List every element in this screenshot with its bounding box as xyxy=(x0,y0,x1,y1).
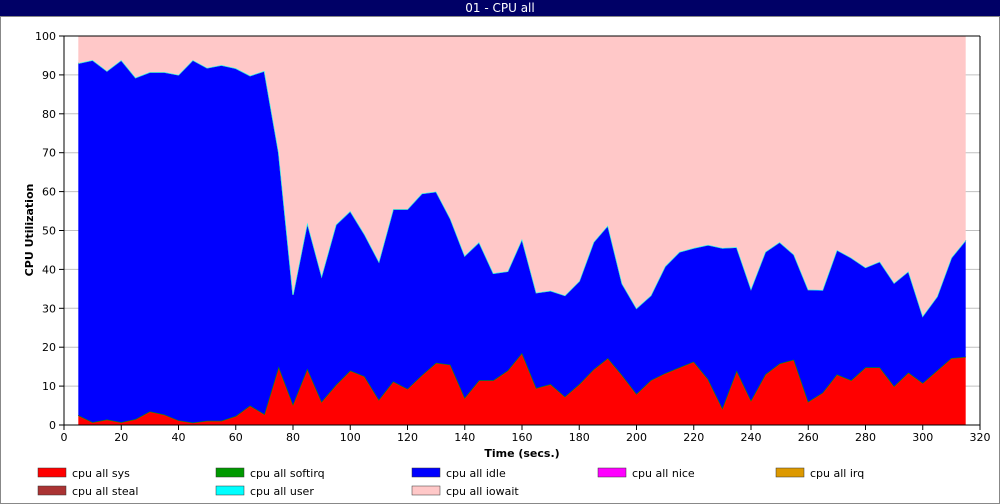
y-tick-label: 0 xyxy=(49,419,56,432)
y-tick-label: 100 xyxy=(35,30,56,43)
x-axis-label: Time (secs.) xyxy=(484,447,559,460)
x-tick-label: 20 xyxy=(114,431,128,444)
x-tick-label: 80 xyxy=(286,431,300,444)
legend-item: cpu all sys xyxy=(37,467,130,480)
x-tick-label: 160 xyxy=(512,431,533,444)
legend-item: cpu all nice xyxy=(597,467,695,480)
chart-title: 01 - CPU all xyxy=(465,1,535,15)
area-cpu-all-sys xyxy=(78,353,966,425)
legend-item: cpu all softirq xyxy=(215,467,325,480)
legend-item: cpu all iowait xyxy=(411,485,519,498)
x-tick-label: 300 xyxy=(912,431,933,444)
x-tick-label: 0 xyxy=(61,431,68,444)
y-tick-label: 30 xyxy=(42,302,56,315)
legend-label: cpu all nice xyxy=(632,467,695,480)
legend-swatch xyxy=(37,485,67,496)
x-tick-label: 220 xyxy=(683,431,704,444)
legend-item: cpu all idle xyxy=(411,467,506,480)
legend-swatch xyxy=(411,485,441,496)
legend-label: cpu all iowait xyxy=(446,485,519,498)
y-tick-label: 20 xyxy=(42,341,56,354)
x-tick-label: 60 xyxy=(229,431,243,444)
legend-label: cpu all idle xyxy=(446,467,506,480)
y-tick-label: 70 xyxy=(42,147,56,160)
legend-item: cpu all irq xyxy=(775,467,864,480)
x-tick-label: 240 xyxy=(741,431,762,444)
legend: cpu all sys cpu all softirq cpu all idle cp… xyxy=(37,467,864,498)
legend-label: cpu all steal xyxy=(72,485,138,498)
y-tick-label: 40 xyxy=(42,263,56,276)
y-tick-label: 50 xyxy=(42,225,56,238)
legend-label: cpu all irq xyxy=(810,467,864,480)
legend-swatch xyxy=(215,467,245,478)
x-tick-label: 100 xyxy=(340,431,361,444)
legend-label: cpu all sys xyxy=(72,467,130,480)
y-tick-label: 10 xyxy=(42,380,56,393)
legend-swatch xyxy=(411,467,441,478)
legend-item: cpu all steal xyxy=(37,485,138,498)
legend-item: cpu all user xyxy=(215,485,314,498)
x-tick-label: 200 xyxy=(626,431,647,444)
x-tick-label: 260 xyxy=(798,431,819,444)
x-tick-label: 320 xyxy=(970,431,991,444)
y-tick-label: 60 xyxy=(42,186,56,199)
legend-label: cpu all softirq xyxy=(250,467,325,480)
x-tick-label: 120 xyxy=(397,431,418,444)
x-tick-label: 280 xyxy=(855,431,876,444)
y-tick-label: 90 xyxy=(42,69,56,82)
y-tick-label: 80 xyxy=(42,108,56,121)
x-tick-label: 140 xyxy=(454,431,475,444)
area-cpu-all-idle xyxy=(78,60,966,423)
legend-swatch xyxy=(37,467,67,478)
legend-swatch xyxy=(597,467,627,478)
legend-swatch xyxy=(775,467,805,478)
axes: 0 10 20 30 40 50 60 70 80 90 100 0 20 40 60 80 100 120 140… xyxy=(35,30,991,444)
stacked-areas xyxy=(78,36,967,425)
area-cpu-all-iowait xyxy=(78,36,966,317)
x-tick-label: 180 xyxy=(569,431,590,444)
y-axis-label: CPU Utilization xyxy=(23,184,36,277)
chart-title-bar: 01 - CPU all xyxy=(0,0,1000,16)
legend-label: cpu all user xyxy=(250,485,314,498)
x-tick-label: 40 xyxy=(172,431,186,444)
legend-swatch xyxy=(215,485,245,496)
